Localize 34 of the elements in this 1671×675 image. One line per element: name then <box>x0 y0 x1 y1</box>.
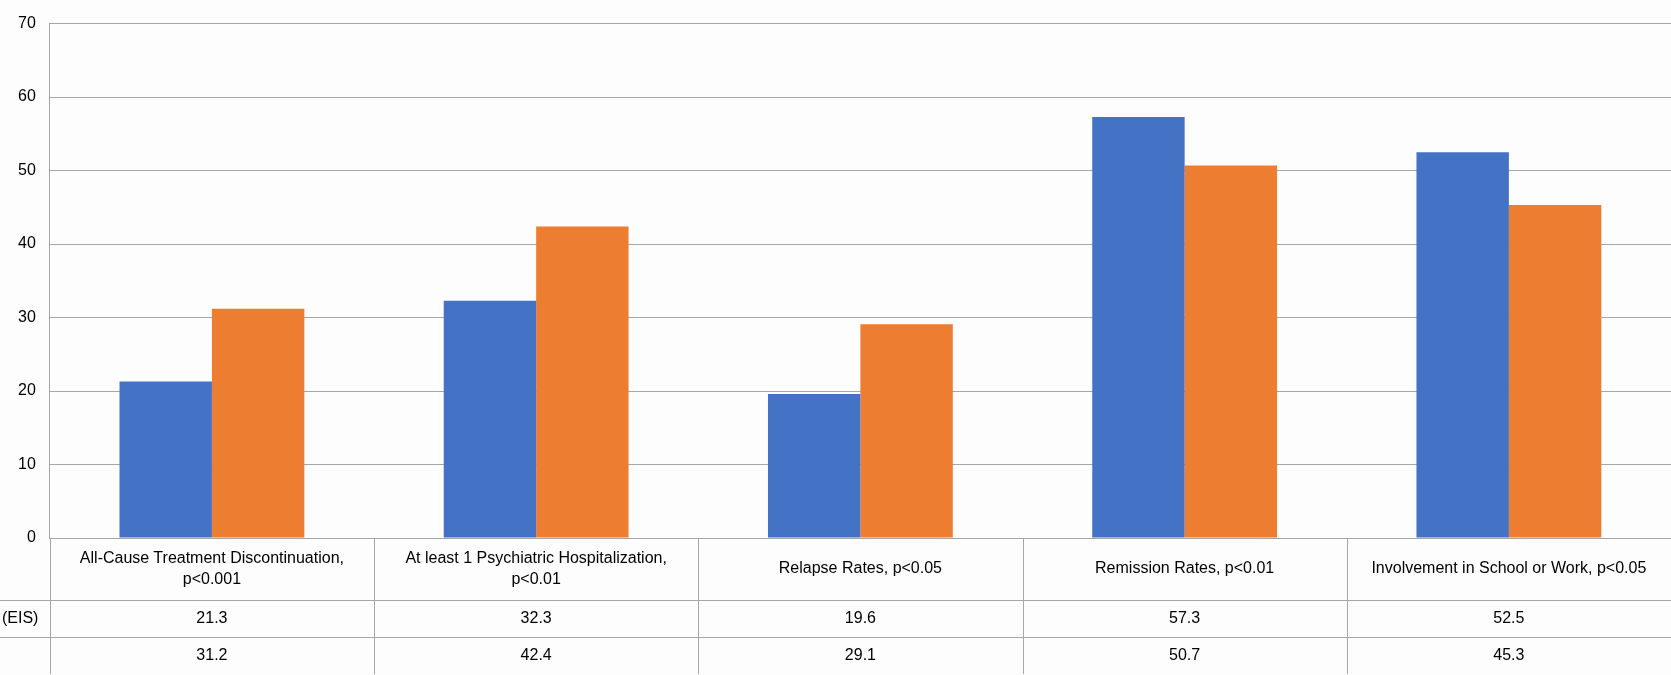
bar <box>860 324 953 538</box>
text: (EIS) <box>2 608 39 626</box>
bar <box>211 308 305 538</box>
y-tick-label: 40 <box>18 234 36 252</box>
data-label: 45.3 <box>1493 645 1525 663</box>
x-tick-label: All-Cause Treatment Discontinuation, p<0.001 <box>79 548 344 587</box>
bar <box>1184 165 1278 538</box>
bar <box>1092 116 1185 538</box>
data-label: 29.1 <box>844 645 877 663</box>
data-label: 50.7 <box>1169 645 1201 663</box>
x-tick-label: At least 1 Psychiatric Hospitalization, p<0.01 <box>405 548 667 587</box>
y-tick-label: 50 <box>18 160 36 178</box>
data-label: 31.2 <box>196 645 228 663</box>
bar <box>1416 152 1509 538</box>
data-label: 19.6 <box>844 608 877 626</box>
data-label: 32.3 <box>520 608 552 626</box>
bar <box>767 393 861 538</box>
x-tick-label: Involvement in School or Work, p<0.05 <box>1371 559 1647 577</box>
y-tick-label: 70 <box>18 14 36 32</box>
y-tick-label: 10 <box>18 454 36 472</box>
x-tick-label: Remission Rates, p<0.01 <box>1095 559 1275 577</box>
y-tick-label: 20 <box>18 381 36 399</box>
bar <box>536 226 629 538</box>
y-tick-label: 60 <box>18 87 36 105</box>
bar <box>1508 205 1602 538</box>
y-tick-label: 0 <box>26 528 36 546</box>
data-label: 21.3 <box>196 608 228 626</box>
data-label: 52.5 <box>1493 608 1525 626</box>
bar <box>443 300 537 538</box>
data-label: 42.4 <box>520 645 552 663</box>
x-tick-label: Relapse Rates, p<0.05 <box>778 559 943 577</box>
bar <box>119 381 212 538</box>
data-label: 57.3 <box>1169 608 1201 626</box>
y-tick-label: 30 <box>18 307 36 325</box>
